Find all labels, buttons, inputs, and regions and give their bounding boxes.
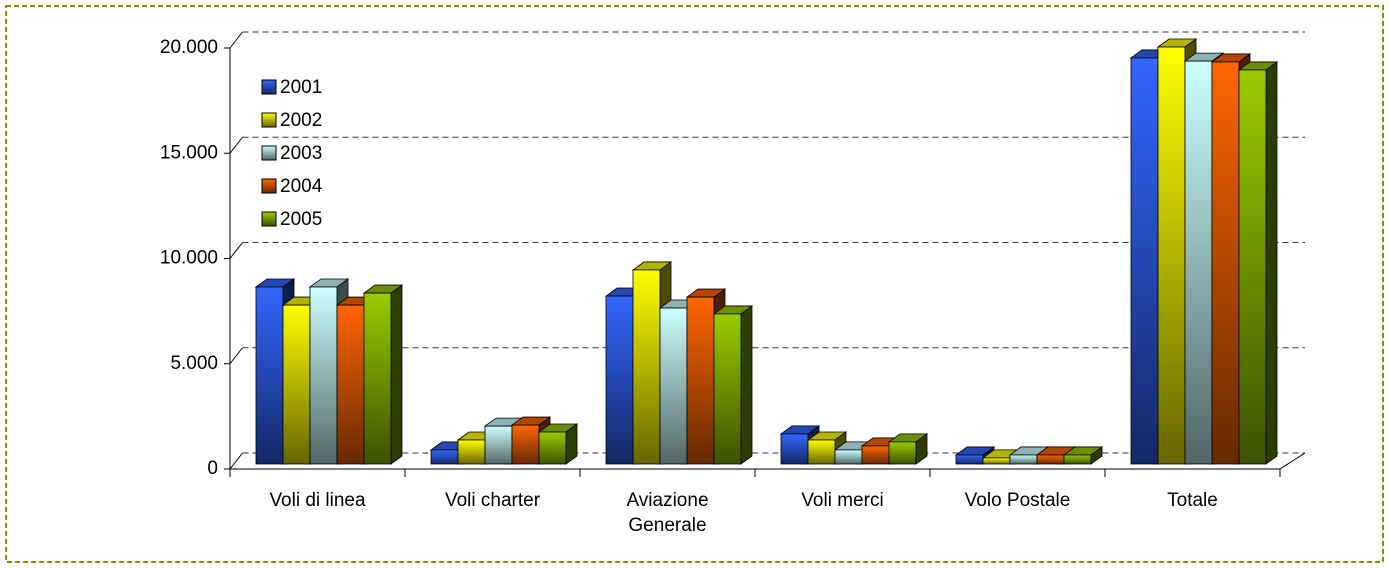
depth-tick: [229, 242, 243, 259]
y-tick-label: 15.000: [160, 142, 218, 163]
legend-swatch: [261, 178, 277, 194]
bar: [955, 454, 984, 465]
bar: [511, 424, 540, 465]
frame: [5, 5, 1384, 563]
bar: [282, 304, 311, 465]
depth-tick: [229, 452, 243, 470]
y-tick-label: 0: [207, 458, 218, 479]
bar: [1184, 60, 1213, 465]
bar: [309, 286, 338, 465]
bar: [1130, 57, 1159, 465]
bar: [834, 449, 863, 465]
depth-tick: [229, 31, 243, 49]
y-tick-label: 20.000: [160, 37, 218, 58]
bar: [538, 431, 567, 465]
x-tick-label: Voli di linea: [269, 490, 366, 511]
bar: [430, 449, 459, 465]
x-tick-label: Aviazione Generale: [626, 490, 709, 536]
bar: [336, 304, 365, 465]
x-tick-label: Volo Postale: [964, 490, 1071, 511]
bar: [780, 433, 809, 465]
legend-label: 2004: [280, 176, 323, 197]
bar: [659, 307, 688, 465]
bar: [686, 296, 715, 465]
x-tick-label: Voli merci: [801, 490, 884, 511]
bar: [457, 439, 486, 465]
bar: [484, 425, 513, 465]
bar: [1063, 454, 1092, 465]
legend-swatch: [261, 211, 277, 227]
bar: [861, 445, 890, 465]
legend-label: 2003: [280, 143, 322, 164]
legend-swatch: [261, 145, 277, 161]
bar: [605, 295, 634, 465]
legend-label: 2005: [280, 209, 322, 230]
bar: [632, 269, 661, 465]
bar: [1211, 61, 1240, 465]
bar: [363, 292, 392, 465]
bar: [1009, 454, 1038, 465]
y-tick-label: 5.000: [170, 353, 218, 374]
bar: [982, 457, 1011, 465]
y-tick-label: 10.000: [160, 248, 218, 269]
bar: [1238, 69, 1267, 465]
depth-tick: [229, 136, 243, 154]
bar-side: [390, 284, 403, 465]
legend-swatch: [261, 79, 277, 95]
bar: [807, 439, 836, 465]
bar: [888, 441, 917, 465]
bar-side: [740, 305, 753, 465]
x-tick-label: Voli charter: [444, 490, 541, 511]
legend-label: 2001: [280, 77, 322, 98]
bar-side: [1265, 61, 1278, 465]
legend-label: 2002: [280, 110, 322, 131]
bar: [713, 313, 742, 465]
bar: [1036, 454, 1065, 465]
bar: [1157, 46, 1186, 465]
depth-tick: [229, 347, 243, 365]
legend-swatch: [261, 112, 277, 128]
x-tick-label: Totale: [1167, 490, 1218, 511]
bar: [255, 286, 284, 465]
